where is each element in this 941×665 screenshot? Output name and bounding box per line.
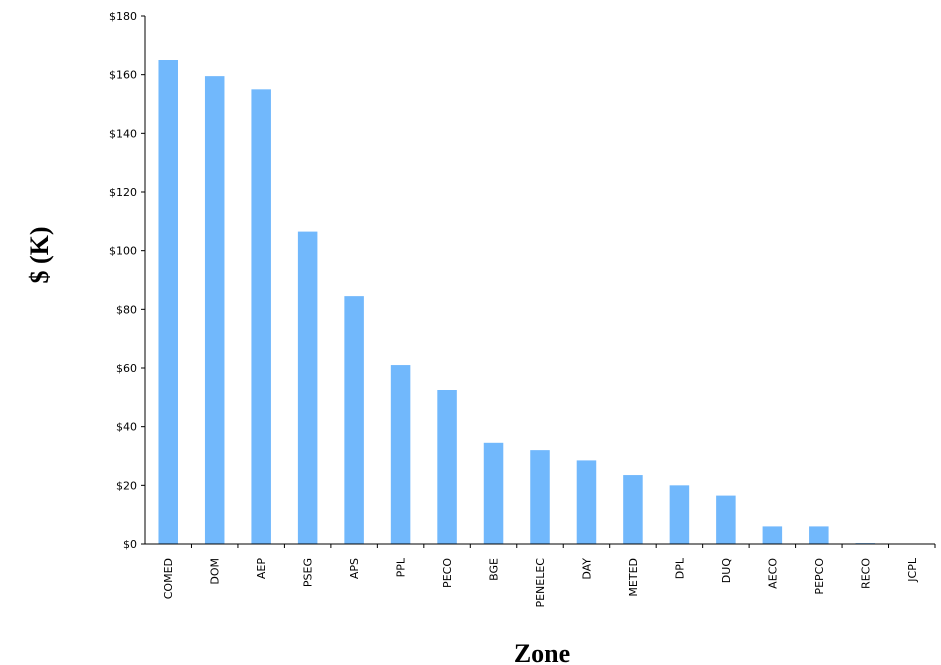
bar-aeco (762, 526, 783, 544)
y-tick-label: $0 (123, 538, 137, 551)
x-tick-label: AECO (766, 558, 779, 589)
x-tick-label: DPL (673, 557, 686, 579)
y-tick-label: $60 (116, 362, 137, 375)
y-axis-title: $ (K) (25, 226, 54, 283)
x-tick-label: DUQ (720, 558, 733, 584)
x-tick-label: DAY (580, 558, 593, 580)
bar-bge (483, 442, 504, 544)
x-tick-label: COMED (162, 558, 175, 599)
y-tick-label: $20 (116, 479, 137, 492)
y-tick-label: $100 (109, 245, 137, 258)
bar-dom (204, 76, 225, 544)
y-tick-label: $140 (109, 127, 137, 140)
x-tick-label: PECO (441, 558, 454, 588)
bar-ppl (390, 365, 411, 544)
x-tick-label: PPL (395, 557, 408, 577)
bar-pepco (809, 526, 829, 544)
x-tick-label: METED (627, 558, 640, 597)
y-tick-label: $160 (109, 69, 137, 82)
y-tick-label: $180 (109, 10, 137, 23)
x-tick-label: JCPL (906, 557, 919, 583)
bar-pseg (297, 231, 318, 544)
bar-duq (716, 495, 736, 544)
x-tick-label: APS (348, 558, 361, 579)
y-tick-label: $80 (116, 303, 137, 316)
x-tick-label: BGE (488, 558, 501, 581)
bar-meted (623, 475, 643, 544)
x-tick-label: PSEG (302, 558, 315, 587)
bar-aep (251, 89, 271, 544)
bars (158, 60, 922, 544)
x-tick-label: RECO (859, 558, 872, 589)
bar-day (576, 460, 597, 544)
bar-penelec (530, 450, 550, 544)
x-tick-label: DOM (209, 558, 222, 585)
y-axis-ticks: $0 $20 $40 $60 $80 $100 $120 $140 $160 $180 (109, 10, 145, 551)
bar-comed (158, 60, 178, 544)
x-tick-label: PENELEC (534, 558, 547, 608)
bar-dpl (669, 485, 690, 544)
x-axis-ticks: COMED DOM AEP PSEG APS PPL PECO BGE PENELEC DAY ME… (162, 544, 936, 608)
x-tick-label: AEP (255, 558, 268, 579)
x-axis-title: Zone (514, 639, 570, 665)
bar-aps (344, 296, 364, 544)
x-tick-label: PEPCO (813, 558, 826, 595)
y-tick-label: $40 (116, 421, 137, 434)
y-tick-label: $120 (109, 186, 137, 199)
bar-peco (437, 390, 457, 544)
